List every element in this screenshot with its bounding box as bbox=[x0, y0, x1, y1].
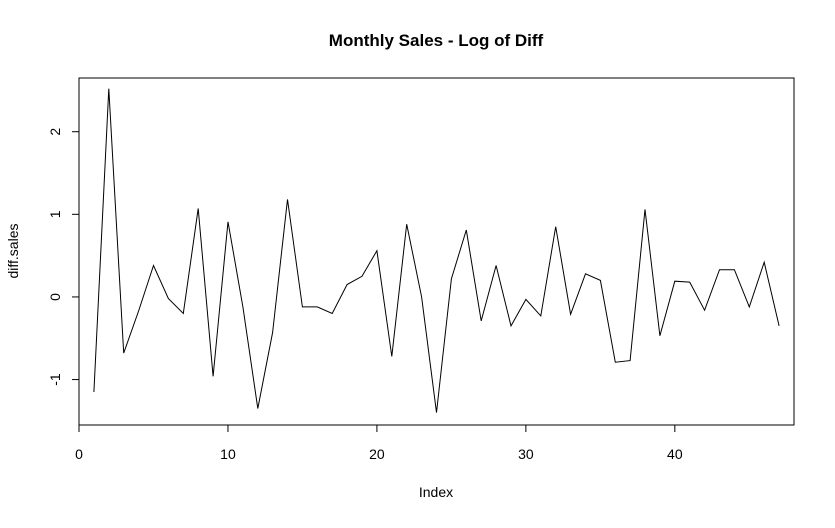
x-axis-label: Index bbox=[419, 484, 453, 500]
y-axis: -1 0 1 2 bbox=[47, 128, 80, 386]
y-axis-label: diff.sales bbox=[5, 224, 21, 279]
x-tick-label: 30 bbox=[518, 446, 534, 462]
series-layer bbox=[93, 88, 780, 413]
x-axis: 0 10 20 30 40 bbox=[75, 424, 683, 462]
chart-title: Monthly Sales - Log of Diff bbox=[329, 31, 544, 50]
series-line bbox=[93, 88, 780, 413]
y-tick-label: 0 bbox=[47, 293, 63, 301]
plot-frame bbox=[78, 77, 795, 426]
x-tick-label: 0 bbox=[75, 446, 83, 462]
y-tick-label: 2 bbox=[47, 128, 63, 136]
y-tick-label: 1 bbox=[47, 210, 63, 218]
x-tick-label: 10 bbox=[220, 446, 236, 462]
x-tick-label: 20 bbox=[369, 446, 385, 462]
x-tick-label: 40 bbox=[667, 446, 683, 462]
y-tick-label: -1 bbox=[47, 373, 63, 386]
